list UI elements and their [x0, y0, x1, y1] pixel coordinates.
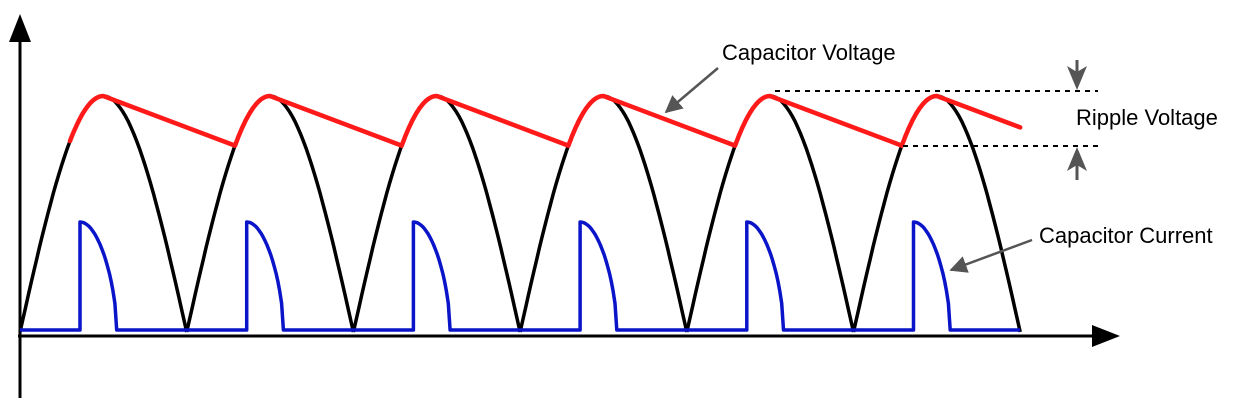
ripple-bottom-arrow	[1067, 147, 1087, 180]
rectified-hump-4	[518, 94, 689, 333]
rectified-hump-6	[851, 94, 1022, 333]
capacitor-voltage-segment-4	[566, 93, 738, 148]
capacitor-voltage-segment-2	[232, 93, 404, 148]
rectified-hump-2	[184, 94, 356, 333]
capacitor-voltage-group	[67, 93, 1023, 148]
capacitor-voltage-segment-1	[67, 93, 238, 148]
capacitor-voltage-segment-3	[399, 93, 571, 148]
rectified-hump-5	[685, 94, 856, 333]
capacitor-voltage-pointer-arrow	[664, 67, 719, 114]
ripple-voltage-label: Ripple Voltage	[1076, 105, 1218, 130]
capacitor-current-trace	[20, 220, 1021, 332]
capacitor-voltage-label: Capacitor Voltage	[722, 40, 896, 65]
rectified-hump-3	[351, 94, 522, 333]
capacitor-current-group	[20, 220, 1021, 332]
rectified-hump-1	[18, 94, 189, 333]
y-axis-arrowhead	[9, 14, 31, 42]
capacitor-current-label: Capacitor Current	[1039, 223, 1213, 248]
capacitor-current-pointer-arrow	[949, 238, 1033, 273]
capacitor-voltage-segment-5	[732, 93, 905, 148]
ripple-top-arrow	[1067, 60, 1087, 90]
capacitor-voltage-segment-6	[899, 93, 1023, 148]
x-axis-arrowhead	[1092, 325, 1120, 347]
